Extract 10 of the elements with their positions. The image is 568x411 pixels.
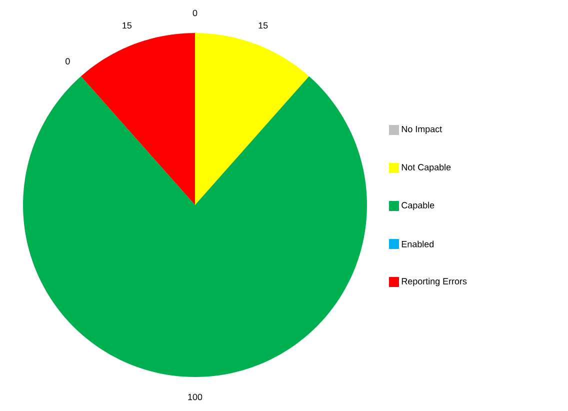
text: 0	[66, 58, 70, 64]
data-label: 100	[188, 394, 202, 400]
legend-label: Capable	[402, 202, 434, 210]
data-label: 15	[122, 22, 132, 29]
legend-label: Reporting Errors	[402, 278, 467, 286]
legend-label: Enabled	[402, 240, 434, 248]
data-label: 15	[258, 22, 268, 29]
legend-label: Not Capable	[402, 164, 451, 172]
text: 0	[192, 10, 198, 16]
legend-label: No Impact	[402, 126, 442, 134]
